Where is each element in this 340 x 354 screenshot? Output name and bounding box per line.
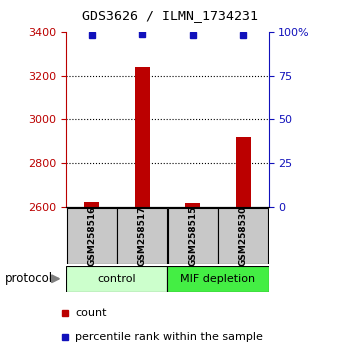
Text: count: count xyxy=(75,308,107,318)
Text: protocol: protocol xyxy=(5,273,53,285)
Text: GSM258517: GSM258517 xyxy=(138,206,147,266)
Text: GSM258516: GSM258516 xyxy=(87,206,96,266)
Text: GSM258515: GSM258515 xyxy=(188,206,197,266)
Bar xyxy=(135,67,150,207)
Bar xyxy=(168,208,218,264)
Bar xyxy=(67,208,117,264)
Text: GSM258530: GSM258530 xyxy=(239,206,248,266)
Bar xyxy=(185,203,200,207)
Text: GDS3626 / ILMN_1734231: GDS3626 / ILMN_1734231 xyxy=(82,10,258,22)
Bar xyxy=(236,137,251,207)
Bar xyxy=(218,208,268,264)
Bar xyxy=(117,208,167,264)
Bar xyxy=(84,202,99,207)
Bar xyxy=(66,266,168,292)
Text: control: control xyxy=(98,274,136,284)
Text: percentile rank within the sample: percentile rank within the sample xyxy=(75,332,264,342)
Bar xyxy=(168,266,269,292)
Text: MIF depletion: MIF depletion xyxy=(181,274,256,284)
